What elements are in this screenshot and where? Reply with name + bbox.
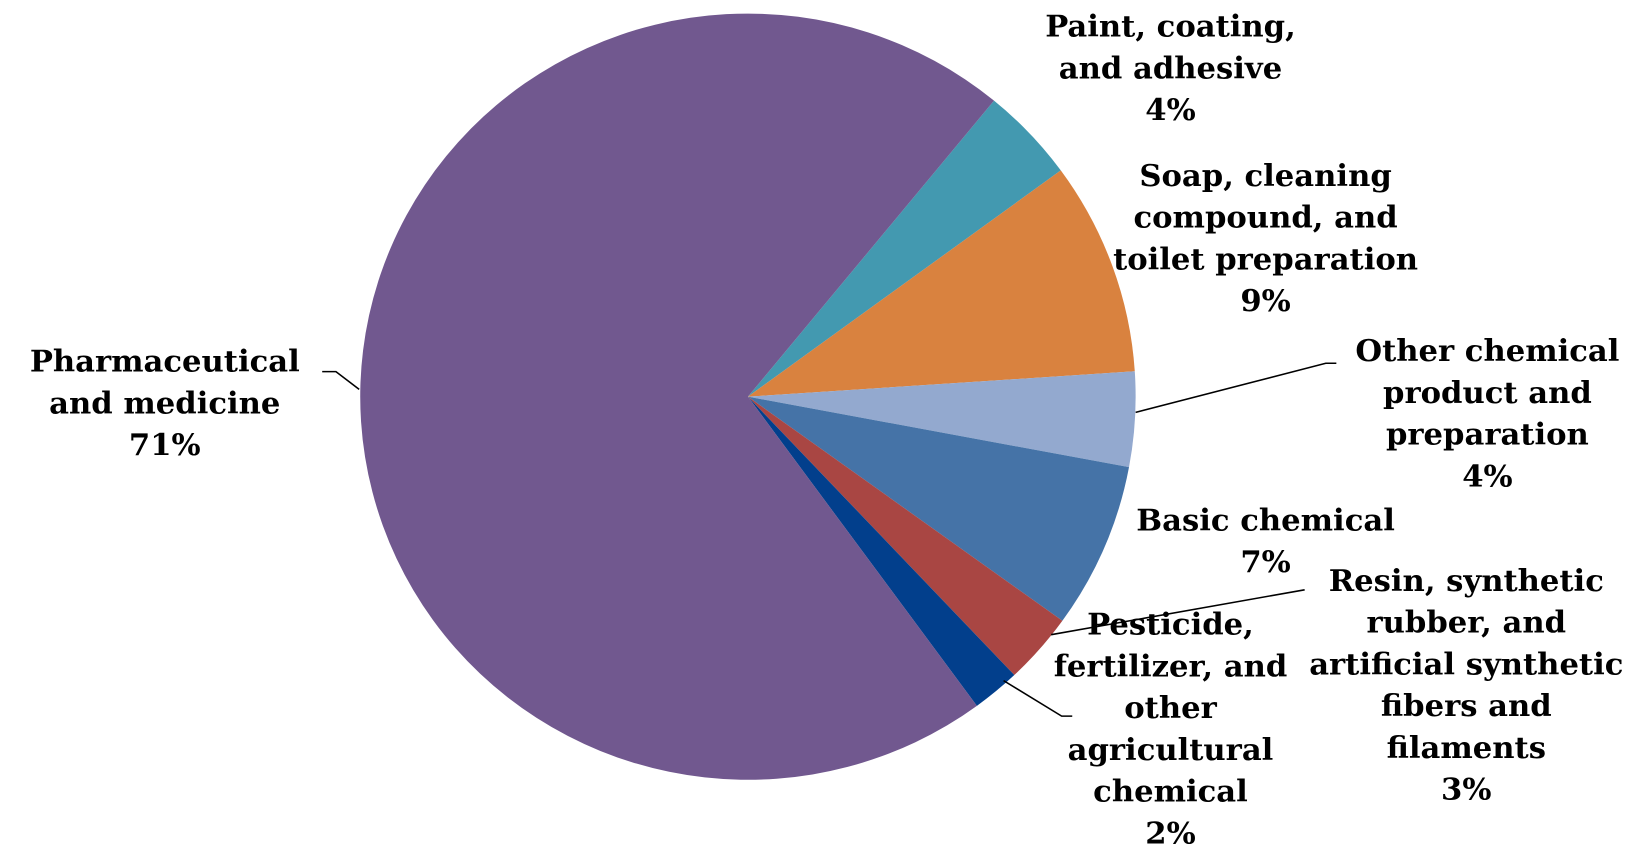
pie-slice — [747, 371, 1136, 468]
category-label: Basic chemical — [1136, 502, 1395, 538]
category-label: Soap, cleaning compound, and toilet prep… — [1113, 157, 1419, 277]
value-label: 2% — [1145, 815, 1196, 851]
leader-line — [1003, 679, 1073, 717]
category-label: Pesticide, fertilizer, and other agricul… — [1053, 606, 1288, 810]
slice-label: Soap, cleaning compound, and toilet prep… — [1107, 154, 1424, 321]
slice-label: Resin, synthetic rubber, and artificial … — [1308, 560, 1625, 811]
value-label: 3% — [1441, 771, 1492, 807]
slice-label: Basic chemical 7% — [1112, 499, 1418, 583]
category-label: Other chemical product and preparation — [1355, 333, 1620, 453]
category-label: Resin, synthetic rubber, and artificial … — [1309, 562, 1624, 766]
pie-slice — [747, 170, 1135, 397]
category-label: Paint, coating, and adhesive — [1045, 8, 1296, 86]
slice-label: Other chemical product and preparation 4% — [1334, 330, 1640, 497]
leader-lines — [322, 362, 1337, 717]
value-label: 9% — [1240, 282, 1291, 319]
value-label: 7% — [1240, 543, 1291, 580]
category-label: Pharmaceutical and medicine — [29, 343, 300, 421]
slice-label: Pesticide, fertilizer, and other agricul… — [1049, 603, 1292, 854]
value-label: 4% — [1145, 91, 1196, 128]
slices — [360, 13, 1136, 780]
leader-line — [1135, 362, 1337, 414]
pie-slice — [747, 396, 1063, 676]
leader-line — [1050, 589, 1305, 636]
pie-slice — [747, 396, 1130, 621]
pie-slice — [360, 13, 995, 780]
leader-line — [322, 370, 360, 390]
slice-label: Pharmaceutical and medicine 71% — [6, 340, 323, 465]
value-label: 71% — [128, 426, 201, 463]
slice-label: Paint, coating, and adhesive 4% — [1023, 5, 1319, 130]
pie-slice — [747, 396, 1015, 706]
pie-slice — [747, 100, 1061, 397]
value-label: 4% — [1462, 458, 1513, 494]
